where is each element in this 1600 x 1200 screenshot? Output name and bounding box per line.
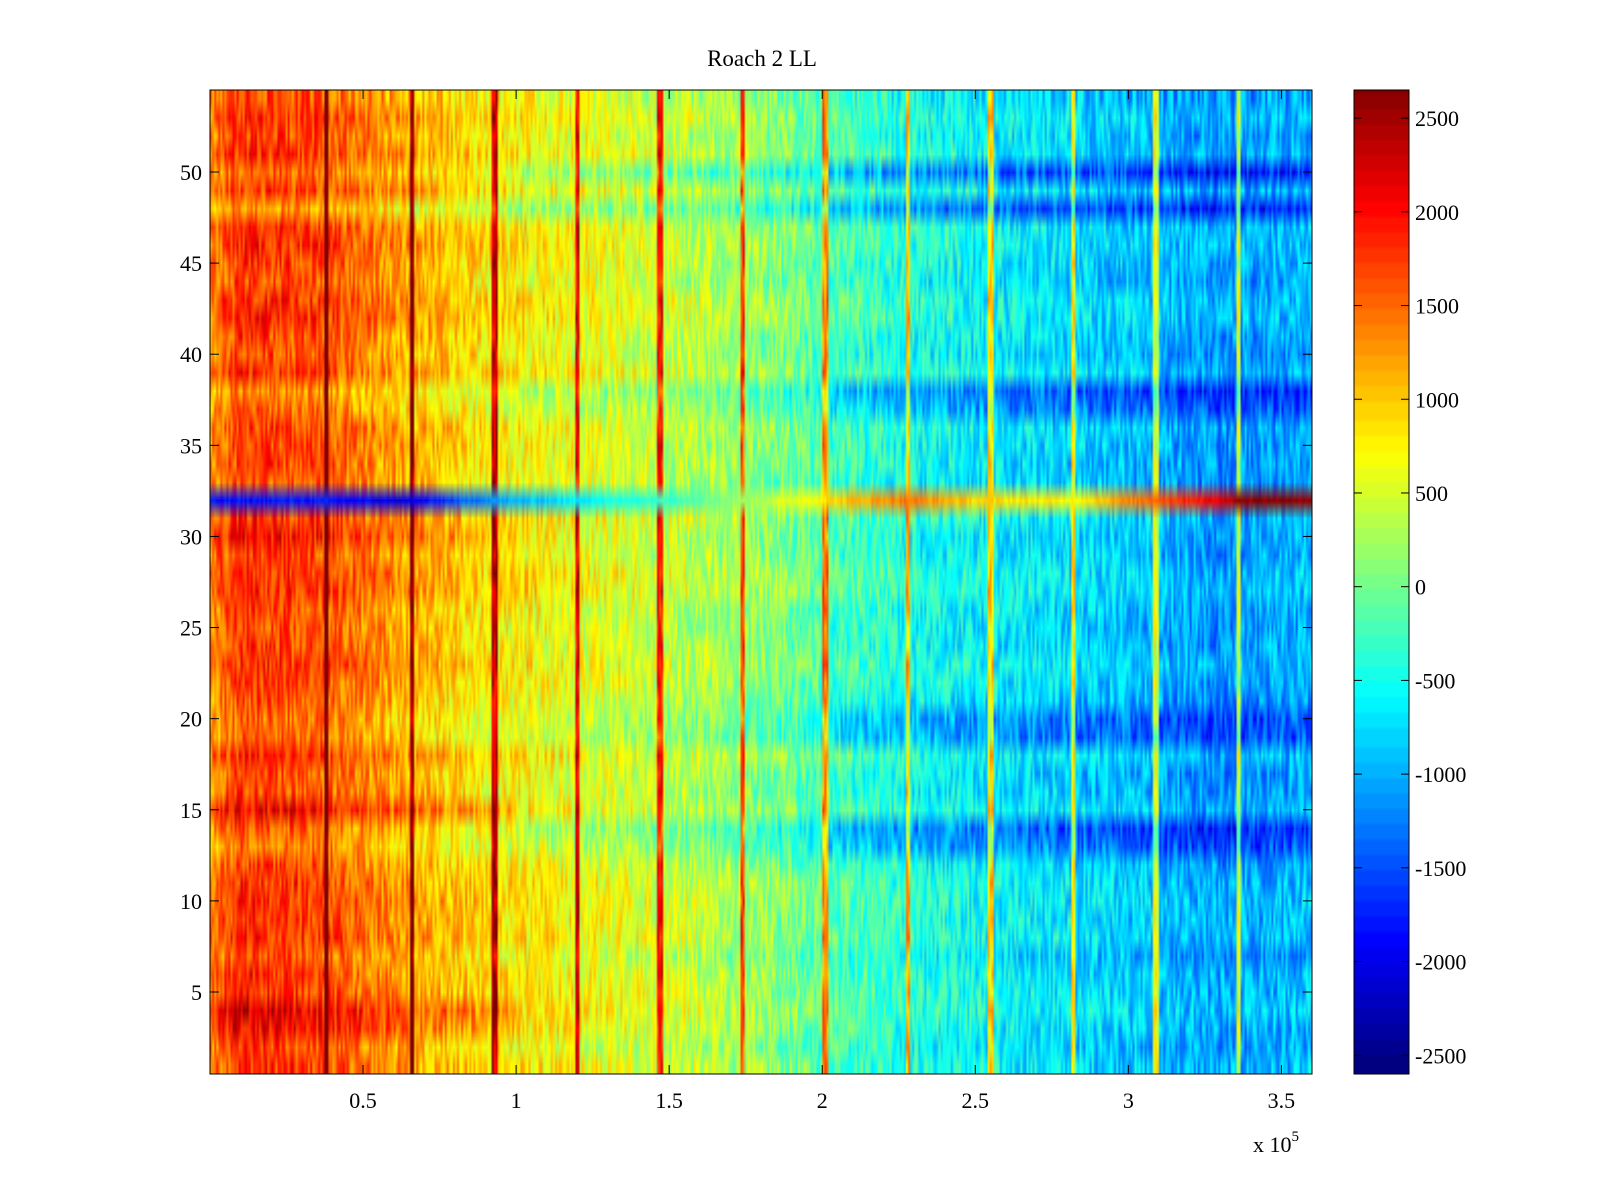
colorbar-frame	[1353, 89, 1410, 1075]
colorbar-tick-label: -1000	[1415, 762, 1466, 787]
colorbar: 2500 2000 1500 1000 500 0 -500 -1000 -1500 -2000 -…	[1353, 89, 1466, 1075]
y-axis: 5 10 15 20 25 30 35 40 45 50	[180, 160, 1312, 1005]
x-tick-label: 1.5	[655, 1088, 683, 1113]
x-multiplier-base: x 10	[1253, 1132, 1292, 1157]
y-tick-label: 30	[180, 524, 202, 549]
x-multiplier-label: x 105	[1253, 1129, 1299, 1157]
colorbar-tick-label: -2500	[1415, 1043, 1466, 1068]
x-tick-label: 0.5	[349, 1088, 377, 1113]
y-tick-label: 10	[180, 889, 202, 914]
colorbar-image	[1354, 90, 1409, 1074]
x-tick-label: 3	[1123, 1088, 1134, 1113]
colorbar-tick-label: 2500	[1415, 106, 1459, 131]
y-tick-label: 40	[180, 342, 202, 367]
heatmap-image	[210, 90, 1312, 1074]
colorbar-tick-label: -500	[1415, 668, 1455, 693]
colorbar-tick-label: 0	[1415, 575, 1426, 600]
y-tick-label: 15	[180, 798, 202, 823]
colorbar-tick-label: 1500	[1415, 294, 1459, 319]
x-tick-label: 3.5	[1268, 1088, 1296, 1113]
y-tick-label: 20	[180, 707, 202, 732]
x-tick-label: 1	[511, 1088, 522, 1113]
chart-title: Roach 2 LL	[707, 46, 817, 71]
colorbar-tick-label: -1500	[1415, 856, 1466, 881]
colorbar-axis: 2500 2000 1500 1000 500 0 -500 -1000 -1500 -2000 -…	[1354, 106, 1466, 1068]
heatmap-plot-area: 0.5 1 1.5 2 2.5 3 3.5 5 10 15 20 25 30 35 40 45 50	[180, 89, 1313, 1113]
x-multiplier-exponent: 5	[1292, 1129, 1300, 1145]
x-axis: 0.5 1 1.5 2 2.5 3 3.5	[349, 90, 1295, 1113]
x-tick-label: 2.5	[962, 1088, 990, 1113]
y-tick-label: 25	[180, 616, 202, 641]
y-tick-label: 50	[180, 160, 202, 185]
colorbar-tick-label: 2000	[1415, 200, 1459, 225]
plot-frame	[209, 89, 1313, 1075]
x-tick-label: 2	[817, 1088, 828, 1113]
colorbar-tick-label: 1000	[1415, 387, 1459, 412]
y-tick-label: 45	[180, 251, 202, 276]
colorbar-tick-label: 500	[1415, 481, 1448, 506]
y-tick-label: 5	[191, 980, 202, 1005]
y-tick-label: 35	[180, 433, 202, 458]
colorbar-tick-label: -2000	[1415, 950, 1466, 975]
